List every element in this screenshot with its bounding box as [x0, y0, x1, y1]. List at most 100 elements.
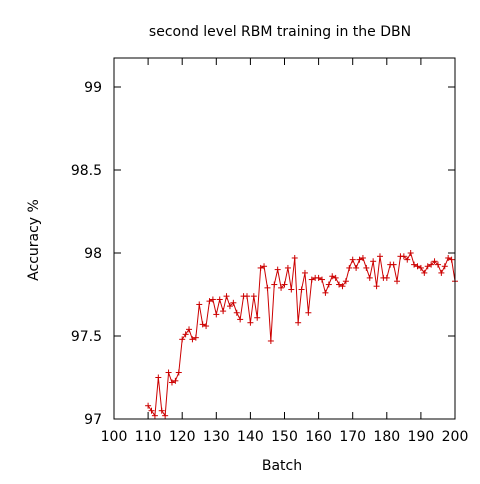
data-point	[254, 314, 261, 321]
data-point	[441, 263, 448, 270]
x-tick-label: 160	[305, 429, 332, 445]
data-point	[288, 286, 295, 293]
data-point	[428, 261, 435, 268]
x-tick-label: 140	[237, 429, 264, 445]
data-point	[175, 369, 182, 376]
y-tick-label: 99	[84, 80, 102, 96]
data-point	[257, 264, 264, 271]
data-point	[192, 334, 199, 341]
data-point	[370, 258, 377, 265]
data-point	[315, 274, 322, 281]
data-point	[353, 264, 360, 271]
x-tick-label: 200	[442, 429, 469, 445]
data-point	[189, 336, 196, 343]
data-point	[339, 283, 346, 290]
y-axis-label: Accuracy %	[26, 199, 42, 281]
y-tick-label: 97	[84, 412, 102, 428]
data-point	[322, 289, 329, 296]
data-point	[349, 256, 356, 263]
data-point	[223, 293, 230, 300]
data-point	[366, 274, 373, 281]
data-point	[220, 308, 227, 315]
data-point	[411, 261, 418, 268]
data-point	[196, 301, 203, 308]
data-point	[434, 261, 441, 268]
data-point	[158, 407, 165, 414]
data-point	[203, 323, 210, 330]
data-point	[359, 254, 366, 261]
data-point	[281, 281, 288, 288]
data-point	[438, 269, 445, 276]
data-point	[151, 412, 158, 419]
data-point	[325, 281, 332, 288]
chart-title: second level RBM training in the DBN	[149, 24, 411, 40]
data-point	[356, 256, 363, 263]
x-tick-label: 120	[169, 429, 196, 445]
data-point	[233, 309, 240, 316]
x-tick-label: 190	[408, 429, 435, 445]
plot-frame	[113, 57, 456, 420]
data-point	[209, 296, 216, 303]
data-point	[329, 273, 336, 280]
data-point	[417, 264, 424, 271]
data-point	[271, 281, 278, 288]
data-point	[145, 402, 152, 409]
x-tick-label: 130	[203, 429, 230, 445]
data-point	[376, 253, 383, 260]
data-point	[383, 274, 390, 281]
x-tick-label: 110	[135, 429, 162, 445]
x-tick-label: 150	[271, 429, 298, 445]
data-point	[291, 254, 298, 261]
data-point	[407, 250, 414, 256]
data-point	[346, 264, 353, 271]
data-point	[284, 264, 291, 271]
data-point	[226, 303, 233, 310]
data-point	[155, 374, 162, 381]
data-point	[404, 256, 411, 263]
data-point	[319, 276, 326, 283]
x-tick-label: 170	[339, 429, 366, 445]
data-point	[421, 269, 428, 276]
data-point	[213, 311, 220, 318]
data-point	[295, 319, 302, 326]
data-point	[332, 274, 339, 281]
data-point	[182, 331, 189, 338]
data-point	[250, 293, 257, 300]
data-point	[216, 296, 223, 303]
y-tick-label: 97.5	[71, 329, 102, 345]
data-point	[165, 369, 172, 376]
data-point	[162, 412, 169, 419]
data-point	[261, 263, 268, 270]
data-point	[274, 266, 281, 273]
data-point	[168, 379, 175, 386]
x-tick-label: 100	[101, 429, 128, 445]
data-point	[301, 269, 308, 276]
data-point	[363, 264, 370, 271]
data-point	[230, 299, 237, 306]
data-point	[247, 319, 254, 326]
ticks-layer: 100 110 120 130 140 150 160 170 180 190 200 97 97.5 9…	[71, 58, 469, 445]
data-point	[186, 326, 193, 333]
data-point	[400, 253, 407, 260]
data-point	[336, 281, 343, 288]
data-point	[305, 309, 312, 316]
data-point	[448, 256, 455, 263]
data-point	[243, 293, 250, 300]
data-point	[206, 298, 213, 305]
data-point	[424, 263, 431, 270]
data-point	[445, 254, 452, 261]
data-point	[179, 336, 186, 343]
data-point	[148, 407, 155, 414]
data-point	[431, 258, 438, 265]
data-point	[414, 263, 421, 270]
series-layer	[145, 250, 458, 419]
data-point	[394, 278, 401, 285]
data-point	[298, 286, 305, 293]
data-point	[172, 377, 179, 384]
data-point	[237, 316, 244, 323]
data-point	[278, 284, 285, 291]
x-tick-label: 180	[373, 429, 400, 445]
